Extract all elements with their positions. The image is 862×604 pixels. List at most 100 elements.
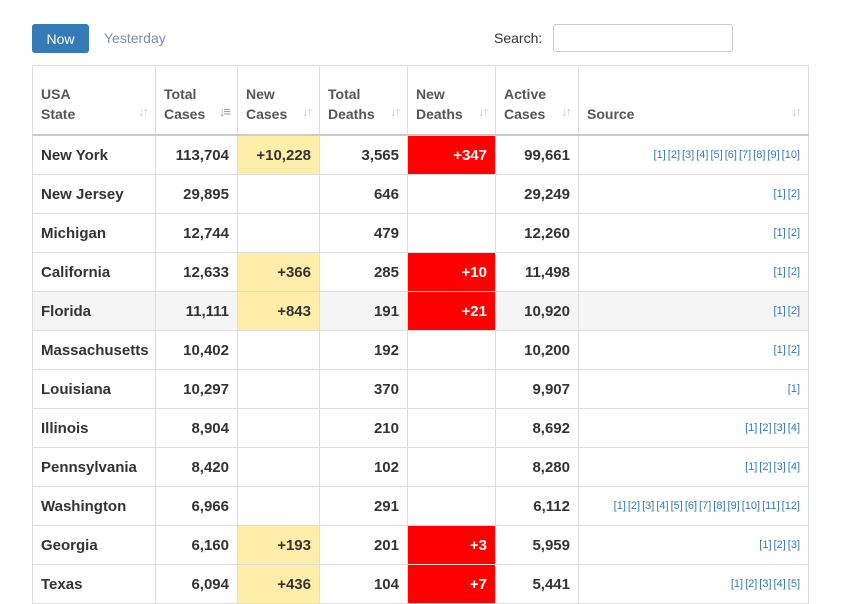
- source-link[interactable]: [4]: [773, 578, 786, 590]
- source-link[interactable]: [11]: [762, 500, 780, 512]
- new-deaths-cell: +3: [407, 525, 496, 565]
- source-link[interactable]: [2]: [667, 149, 680, 161]
- total-deaths-cell: 3,565: [319, 134, 408, 175]
- source-cell: [1] [2]: [578, 330, 809, 370]
- new-deaths-cell: +21: [407, 291, 496, 331]
- source-link[interactable]: [2]: [787, 227, 800, 239]
- new-deaths-cell: +7: [407, 564, 496, 604]
- new-deaths-cell: [407, 447, 496, 487]
- header-total-deaths[interactable]: Total Deaths ↓↑: [319, 65, 408, 136]
- state-cell: New Jersey: [32, 174, 156, 214]
- source-link[interactable]: [8]: [753, 149, 766, 161]
- state-cell: Florida: [32, 291, 156, 331]
- source-link[interactable]: [2]: [787, 266, 800, 278]
- table-row: Texas 6,094 +436 104 +7 5,441 [1] [2] [3] [4] [5]: [32, 564, 809, 604]
- source-link[interactable]: [3]: [773, 422, 786, 434]
- source-link[interactable]: [2]: [787, 344, 800, 356]
- source-link[interactable]: [7]: [699, 500, 712, 512]
- source-link[interactable]: [2]: [773, 539, 786, 551]
- header-source[interactable]: Source ↓↑: [578, 65, 809, 136]
- yesterday-button[interactable]: Yesterday: [104, 30, 166, 46]
- new-cases-cell: [237, 174, 320, 214]
- source-link[interactable]: [1]: [730, 578, 744, 590]
- header-usa-state[interactable]: USA State ↓↑: [32, 65, 156, 136]
- header-new-cases[interactable]: New Cases ↓↑: [237, 65, 320, 136]
- new-cases-cell: +436: [237, 564, 320, 604]
- new-cases-cell: +10,228: [237, 134, 320, 175]
- usa-cases-table: USA State ↓↑ Total Cases ↓≡ New Cases ↓↑ Total…: [32, 65, 809, 604]
- sort-icon: ↓↑: [302, 104, 313, 119]
- source-link[interactable]: [1]: [773, 344, 786, 356]
- table-row: Illinois 8,904 210 8,692 [1] [2] [3] [4]: [32, 408, 809, 448]
- source-link[interactable]: [4]: [696, 149, 709, 161]
- source-link[interactable]: [9]: [767, 149, 780, 161]
- source-link[interactable]: [1]: [613, 500, 626, 512]
- source-link[interactable]: [5]: [670, 500, 683, 512]
- table-row: Massachusetts 10,402 192 10,200 [1] [2]: [32, 330, 809, 370]
- active-cases-cell: 99,661: [495, 134, 579, 175]
- source-link[interactable]: [1]: [759, 539, 772, 551]
- source-link[interactable]: [3]: [759, 578, 772, 590]
- table-row: New York 113,704 +10,228 3,565 +347 99,661 [1]…: [32, 134, 809, 175]
- header-active-cases[interactable]: Active Cases ↓↑: [495, 65, 579, 136]
- source-link[interactable]: [1]: [773, 266, 786, 278]
- source-link[interactable]: [9]: [727, 500, 740, 512]
- state-cell: Illinois: [32, 408, 156, 448]
- search-input[interactable]: [553, 24, 733, 52]
- sort-icon: ↓↑: [138, 104, 149, 119]
- source-link[interactable]: [4]: [787, 461, 800, 473]
- active-cases-cell: 8,692: [495, 408, 579, 448]
- source-link[interactable]: [3]: [682, 149, 695, 161]
- source-link[interactable]: [7]: [738, 149, 752, 161]
- source-cell: [1] [2]: [578, 213, 809, 253]
- now-button[interactable]: Now: [32, 24, 89, 53]
- source-link[interactable]: [3]: [787, 539, 800, 551]
- new-cases-cell: [237, 213, 320, 253]
- source-link[interactable]: [4]: [656, 500, 669, 512]
- source-link[interactable]: [12]: [781, 500, 800, 512]
- header-total-cases[interactable]: Total Cases ↓≡: [155, 65, 238, 136]
- source-link[interactable]: [2]: [759, 461, 772, 473]
- active-cases-cell: 10,200: [495, 330, 579, 370]
- source-link[interactable]: [1]: [773, 227, 786, 239]
- source-link[interactable]: [2]: [787, 305, 800, 317]
- source-link[interactable]: [2]: [759, 422, 772, 434]
- source-link[interactable]: [10]: [741, 500, 761, 512]
- new-deaths-cell: [407, 408, 496, 448]
- source-cell: [1] [2] [3] [4] [5] [6] [7] [8] [9] [10] [11] [12]: [578, 486, 809, 526]
- state-cell: Georgia: [32, 525, 156, 565]
- source-link[interactable]: [1]: [787, 383, 800, 395]
- source-link[interactable]: [6]: [724, 149, 737, 161]
- source-link[interactable]: [2]: [787, 188, 800, 200]
- source-link[interactable]: [1]: [773, 305, 786, 317]
- source-cell: [1] [2] [3] [4] [5]: [578, 564, 809, 604]
- source-link[interactable]: [1]: [745, 422, 758, 434]
- source-link[interactable]: [5]: [787, 578, 800, 590]
- state-cell: Michigan: [32, 213, 156, 253]
- state-cell: Louisiana: [32, 369, 156, 409]
- source-link[interactable]: [1]: [773, 188, 786, 200]
- source-link[interactable]: [2]: [745, 578, 758, 590]
- source-link[interactable]: [6]: [684, 500, 698, 512]
- total-deaths-cell: 104: [319, 564, 408, 604]
- state-cell: Massachusetts: [32, 330, 156, 370]
- total-deaths-cell: 191: [319, 291, 408, 331]
- source-link[interactable]: [5]: [710, 149, 723, 161]
- new-cases-cell: [237, 447, 320, 487]
- table-row: Louisiana 10,297 370 9,907 [1]: [32, 369, 809, 409]
- source-link[interactable]: [10]: [781, 149, 800, 161]
- source-link[interactable]: [2]: [627, 500, 641, 512]
- total-cases-cell: 12,744: [155, 213, 238, 253]
- state-cell: Texas: [32, 564, 156, 604]
- total-deaths-cell: 192: [319, 330, 408, 370]
- total-deaths-cell: 210: [319, 408, 408, 448]
- source-link[interactable]: [1]: [745, 461, 758, 473]
- table-row: Michigan 12,744 479 12,260 [1] [2]: [32, 213, 809, 253]
- header-new-deaths[interactable]: New Deaths ↓↑: [407, 65, 496, 136]
- source-link[interactable]: [8]: [713, 500, 726, 512]
- source-link[interactable]: [3]: [642, 500, 655, 512]
- source-link[interactable]: [4]: [787, 422, 800, 434]
- new-deaths-cell: [407, 369, 496, 409]
- source-link[interactable]: [3]: [773, 461, 786, 473]
- source-link[interactable]: [1]: [653, 149, 666, 161]
